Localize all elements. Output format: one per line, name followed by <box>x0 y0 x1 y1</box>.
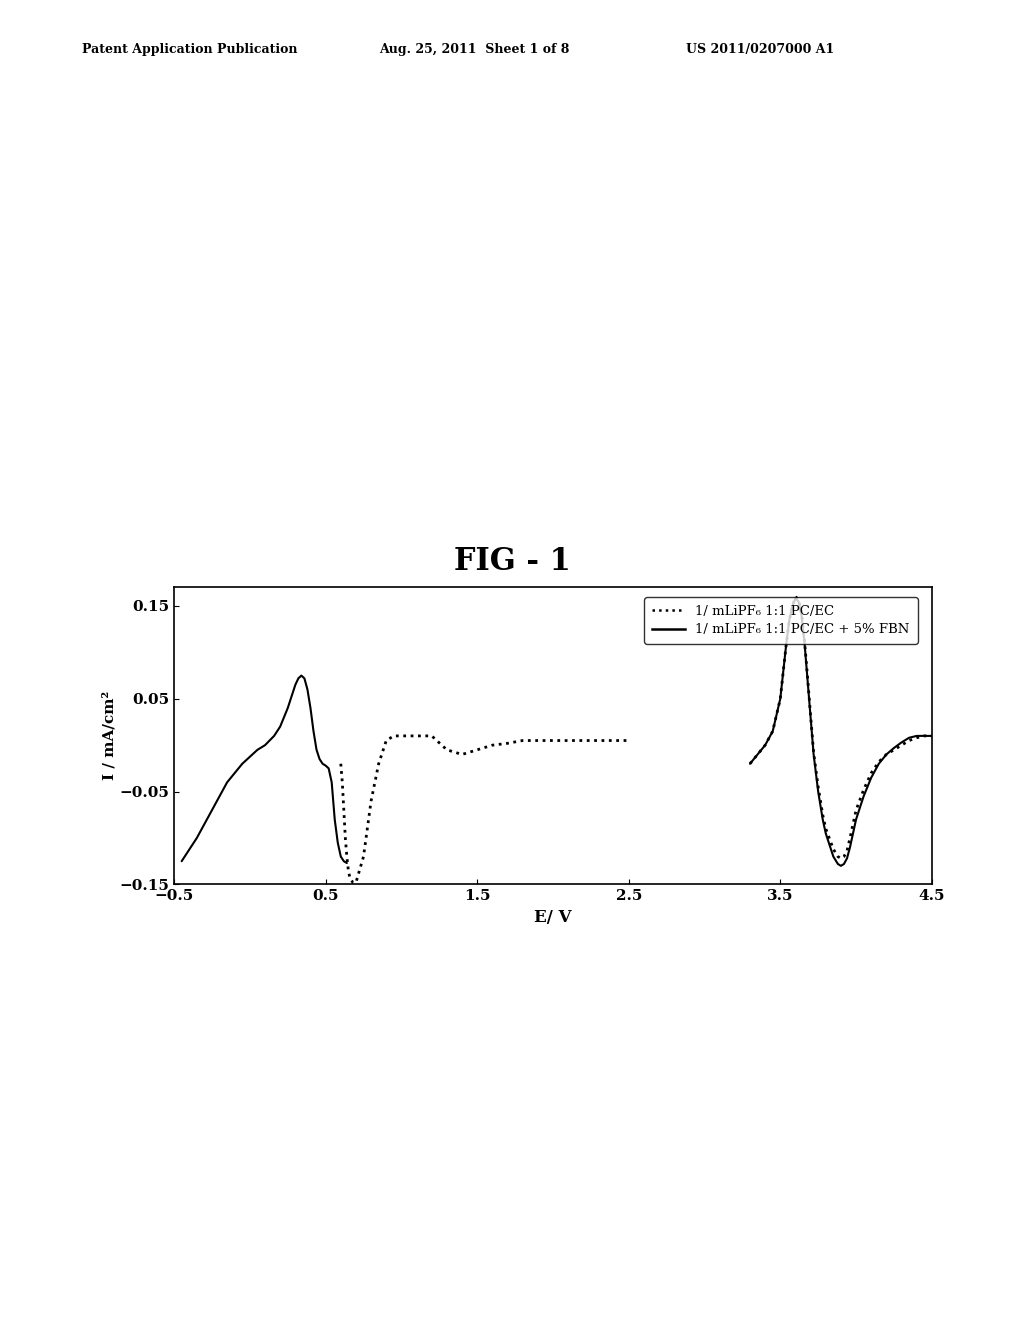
Text: FIG - 1: FIG - 1 <box>454 545 570 577</box>
Y-axis label: I / mA/cm²: I / mA/cm² <box>102 692 117 780</box>
Text: Aug. 25, 2011  Sheet 1 of 8: Aug. 25, 2011 Sheet 1 of 8 <box>379 42 569 55</box>
Text: US 2011/0207000 A1: US 2011/0207000 A1 <box>686 42 835 55</box>
Legend: 1/ mLiPF₆ 1:1 PC/EC, 1/ mLiPF₆ 1:1 PC/EC + 5% FBN: 1/ mLiPF₆ 1:1 PC/EC, 1/ mLiPF₆ 1:1 PC/EC… <box>644 597 918 644</box>
Text: Patent Application Publication: Patent Application Publication <box>82 42 297 55</box>
X-axis label: E/ V: E/ V <box>535 908 571 925</box>
